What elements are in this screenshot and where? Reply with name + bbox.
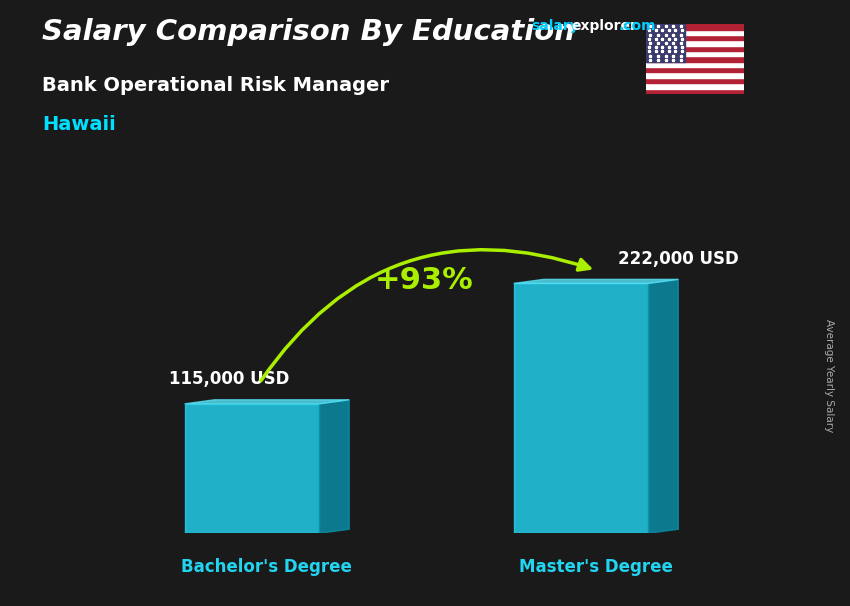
- Text: Bank Operational Risk Manager: Bank Operational Risk Manager: [42, 76, 389, 95]
- Bar: [513, 284, 649, 533]
- Polygon shape: [649, 279, 678, 533]
- Bar: [646, 24, 685, 62]
- Text: explorer: explorer: [571, 19, 638, 33]
- Text: Salary Comparison By Education: Salary Comparison By Education: [42, 18, 575, 46]
- Text: 115,000 USD: 115,000 USD: [169, 370, 290, 388]
- Text: Master's Degree: Master's Degree: [519, 558, 673, 576]
- Text: .com: .com: [619, 19, 656, 33]
- Polygon shape: [320, 400, 349, 533]
- Bar: [646, 73, 744, 78]
- Bar: [646, 41, 744, 45]
- Bar: [646, 83, 744, 88]
- Text: +93%: +93%: [375, 265, 473, 295]
- Bar: [646, 45, 744, 51]
- Polygon shape: [513, 279, 678, 284]
- Bar: [646, 30, 744, 35]
- Bar: [646, 56, 744, 62]
- Text: 222,000 USD: 222,000 USD: [618, 250, 739, 268]
- Bar: [646, 88, 744, 94]
- Bar: [184, 404, 320, 533]
- Bar: [646, 24, 744, 30]
- Polygon shape: [184, 400, 349, 404]
- Text: Average Yearly Salary: Average Yearly Salary: [824, 319, 834, 432]
- Text: Hawaii: Hawaii: [42, 115, 116, 134]
- Bar: [646, 35, 744, 41]
- Text: salary: salary: [531, 19, 579, 33]
- Bar: [646, 78, 744, 83]
- Bar: [646, 67, 744, 73]
- Bar: [646, 62, 744, 67]
- Text: Bachelor's Degree: Bachelor's Degree: [181, 558, 353, 576]
- Bar: [646, 51, 744, 56]
